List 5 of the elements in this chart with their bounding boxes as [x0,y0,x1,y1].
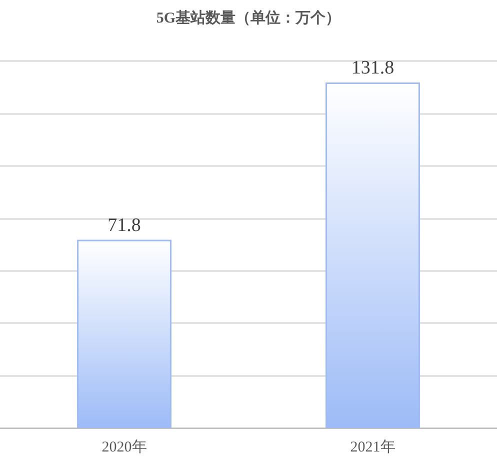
chart-title: 5G基站数量（单位：万个） [156,10,341,26]
data-label: 131.8 [351,57,394,78]
data-label: 71.8 [108,214,141,236]
x-tick-label: 2020年 [102,438,147,456]
x-tick-label: 2021年 [350,438,396,456]
